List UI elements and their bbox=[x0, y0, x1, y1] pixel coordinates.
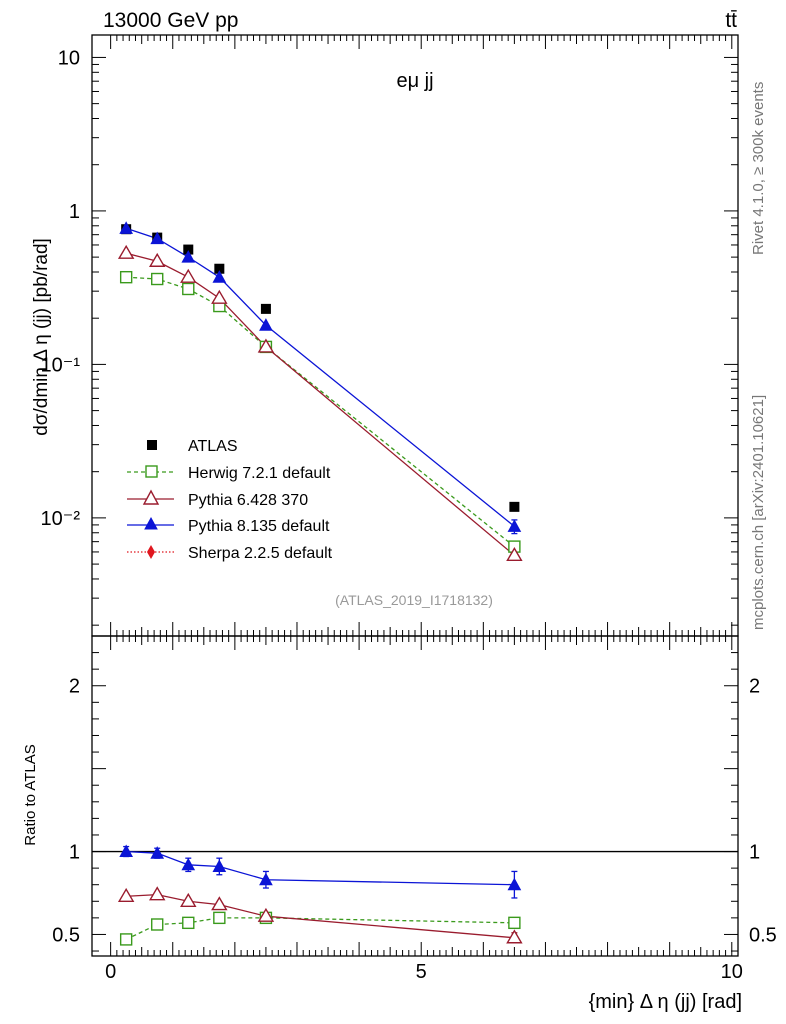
energy-label: 13000 GeV pp bbox=[103, 9, 238, 32]
ratio-plot-frame bbox=[91, 635, 739, 957]
process-label: tt̄ bbox=[725, 9, 737, 32]
main-y-tick-labels: 10 1 10⁻¹ 10⁻² bbox=[41, 47, 81, 529]
panel-label: eμ jj bbox=[396, 70, 433, 92]
legend-label-atlas: ATLAS bbox=[188, 438, 238, 455]
ratio-point-pythia-6-428-370 bbox=[117, 887, 135, 903]
legend-marker-pythia6 bbox=[142, 489, 160, 505]
main-point-pythia-8-135-default bbox=[150, 231, 165, 245]
ratio-point-pythia-8-135-default bbox=[181, 857, 196, 871]
ratio-y-tick-label: 1 bbox=[69, 842, 80, 864]
main-axes bbox=[92, 35, 738, 636]
ratio-series-group bbox=[117, 844, 523, 946]
main-point-pythia-6-428-370 bbox=[211, 289, 228, 304]
ratio-point-pythia-6-428-370 bbox=[180, 892, 197, 907]
main-line-pythia-6-428-370 bbox=[126, 252, 515, 556]
main-point-pythia-8-135-default bbox=[119, 221, 134, 234]
ratio-line-pythia-6-428-370 bbox=[126, 893, 515, 939]
main-y-axis-label: dσ/dmin Δ η (jj) [pb/rad] bbox=[31, 238, 52, 436]
main-point-pythia-6-428-370 bbox=[506, 546, 523, 562]
legend-label-pythia6: Pythia 6.428 370 bbox=[188, 492, 308, 509]
main-point-herwig-7-2-1-default bbox=[119, 270, 133, 284]
legend-label-herwig: Herwig 7.2.1 default bbox=[188, 465, 331, 482]
main-point-pythia-8-135-default bbox=[507, 519, 522, 532]
ratio-tick-labels: 0.5 0.5 1 1 2 2 bbox=[52, 676, 777, 947]
ratio-point-pythia-6-428-370 bbox=[257, 907, 275, 922]
ratio-y-tick-label-right: 0.5 bbox=[749, 924, 777, 946]
ratio-point-herwig-7-2-1-default bbox=[182, 916, 195, 930]
x-axis-label: {min} Δ η (jj) [rad] bbox=[589, 991, 742, 1013]
legend-item-sherpa: Sherpa 2.2.5 default bbox=[127, 545, 333, 562]
ratio-point-herwig-7-2-1-default bbox=[151, 918, 164, 931]
main-point-pythia-6-428-370 bbox=[257, 338, 275, 353]
ratio-point-pythia-8-135-default bbox=[259, 872, 273, 886]
rivet-version-label: Rivet 4.1.0, ≥ 300k events bbox=[750, 82, 767, 255]
ratio-point-pythia-8-135-default bbox=[119, 844, 134, 858]
ratio-point-pythia-6-428-370 bbox=[506, 929, 523, 944]
main-point-atlas bbox=[183, 244, 194, 255]
ratio-axes bbox=[92, 636, 738, 956]
main-point-pythia-6-428-370 bbox=[149, 252, 166, 267]
ratio-point-pythia-6-428-370 bbox=[211, 896, 228, 911]
main-point-herwig-7-2-1-default bbox=[182, 282, 195, 296]
legend-marker-atlas bbox=[147, 440, 157, 450]
ratio-point-pythia-8-135-default bbox=[150, 846, 165, 859]
main-point-pythia-8-135-default bbox=[259, 318, 273, 331]
ratio-point-herwig-7-2-1-default bbox=[119, 933, 133, 946]
main-point-pythia-6-428-370 bbox=[180, 268, 197, 283]
main-point-pythia-8-135-default bbox=[212, 270, 227, 283]
x-tick-label: 0 bbox=[105, 961, 116, 983]
mcplots-label: mcplots.cern.ch [arXiv:2401.10621] bbox=[750, 395, 767, 630]
main-point-atlas bbox=[214, 263, 225, 274]
legend-item-atlas: ATLAS bbox=[147, 438, 238, 455]
analysis-id-label: (ATLAS_2019_I1718132) bbox=[335, 592, 493, 608]
legend-marker-sherpa bbox=[147, 545, 155, 559]
main-y-tick-label: 10 bbox=[58, 47, 80, 69]
x-tick-label: 10 bbox=[721, 961, 743, 983]
main-line-pythia-8-135-default bbox=[125, 227, 515, 527]
legend: ATLAS Herwig 7.2.1 default Pythia 6.428 … bbox=[127, 438, 333, 562]
legend-label-sherpa: Sherpa 2.2.5 default bbox=[188, 545, 333, 562]
ratio-point-herwig-7-2-1-default bbox=[508, 916, 521, 930]
legend-item-herwig: Herwig 7.2.1 default bbox=[127, 465, 331, 482]
ratio-y-tick-label: 2 bbox=[69, 676, 80, 698]
main-point-atlas bbox=[260, 303, 271, 314]
ratio-point-pythia-8-135-default bbox=[507, 877, 522, 891]
main-y-tick-label: 10⁻¹ bbox=[41, 354, 81, 376]
legend-label-pythia8: Pythia 8.135 default bbox=[188, 518, 330, 535]
x-tick-label: 5 bbox=[416, 961, 427, 983]
ratio-y-tick-label: 0.5 bbox=[52, 924, 80, 946]
ratio-point-herwig-7-2-1-default bbox=[213, 911, 226, 925]
legend-item-pythia8: Pythia 8.135 default bbox=[127, 516, 330, 535]
legend-marker-herwig bbox=[145, 465, 158, 478]
ratio-point-pythia-6-428-370 bbox=[149, 886, 166, 901]
ratio-line-pythia-8-135-default bbox=[126, 850, 515, 886]
main-point-pythia-6-428-370 bbox=[117, 244, 135, 259]
main-series-group bbox=[117, 221, 523, 562]
ratio-y-axis-label: Ratio to ATLAS bbox=[22, 744, 39, 845]
ratio-point-pythia-8-135-default bbox=[212, 859, 227, 872]
main-point-herwig-7-2-1-default bbox=[151, 272, 164, 286]
main-y-tick-label: 10⁻² bbox=[41, 508, 81, 530]
main-point-atlas bbox=[509, 501, 520, 512]
x-tick-labels: 0 5 10 bbox=[105, 961, 743, 983]
main-y-tick-label: 1 bbox=[69, 201, 80, 223]
legend-item-pythia6: Pythia 6.428 370 bbox=[127, 489, 308, 509]
ratio-y-tick-label-right: 1 bbox=[749, 842, 760, 864]
main-point-pythia-8-135-default bbox=[181, 250, 196, 263]
ratio-y-tick-label-right: 2 bbox=[749, 676, 760, 698]
legend-marker-pythia8 bbox=[144, 516, 158, 530]
